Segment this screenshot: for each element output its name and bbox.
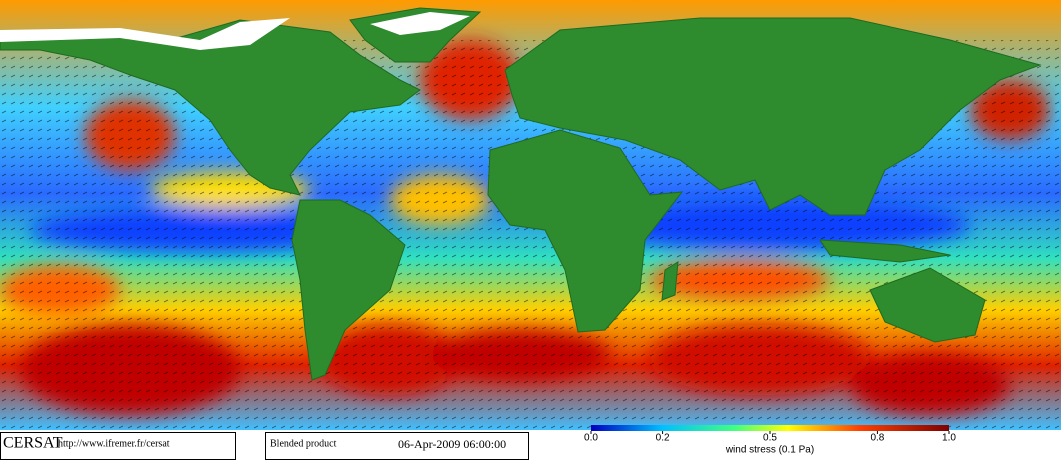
logo: CERSAT (3, 435, 63, 452)
africa (487, 129, 684, 333)
colorbar-tick-label: 0.8 (870, 433, 884, 444)
logo-box (0, 432, 236, 460)
url: http://www.ifremer.fr/cersat (58, 438, 170, 449)
date: 06-Apr-2009 06:00:00 (398, 437, 506, 451)
south-america (291, 199, 406, 381)
ice (0, 12, 470, 50)
colorbar-label: wind stress (0.1 Pa) (725, 445, 814, 456)
product-box (265, 432, 529, 460)
australia (869, 267, 986, 343)
eurasia (504, 17, 1042, 216)
colorbar-tick-label: 0.2 (656, 433, 670, 444)
colorbar-tick-label: 0.0 (584, 433, 598, 444)
north-america (0, 19, 421, 196)
madagascar (661, 261, 679, 301)
colorbar-tick-label: 0.5 (763, 433, 777, 444)
indonesia (819, 239, 951, 263)
colorbar-tick-label: 1.0 (942, 433, 956, 444)
colorbar (591, 425, 949, 431)
land (0, 7, 1042, 381)
product: Blended product (270, 438, 337, 449)
